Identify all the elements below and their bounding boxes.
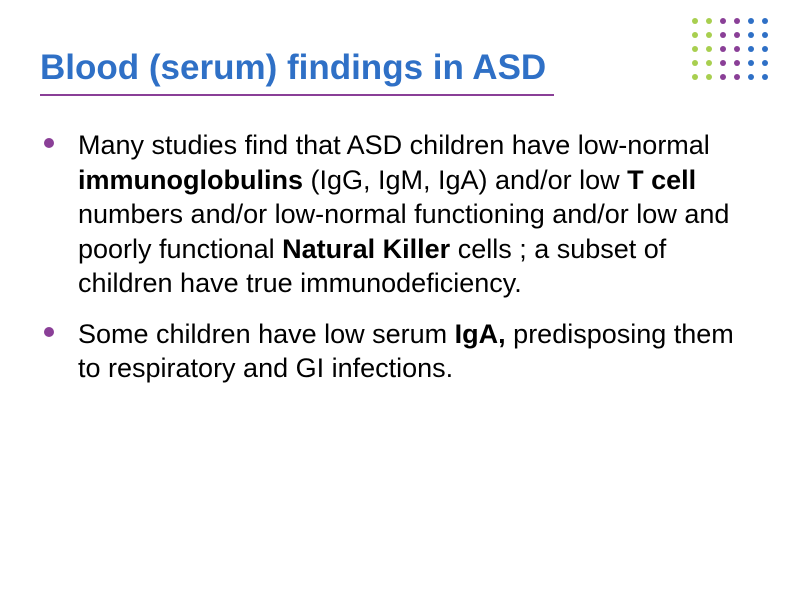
bold-term: immunoglobulins [78, 165, 303, 195]
decor-dot [762, 74, 768, 80]
decor-dot [762, 18, 768, 24]
text-run: Some children have low serum [78, 319, 455, 349]
text-run: (IgG, IgM, IgA) and/or low [303, 165, 627, 195]
decor-dot [706, 46, 712, 52]
decor-dot [748, 18, 754, 24]
decor-dot [748, 32, 754, 38]
decor-dot [734, 74, 740, 80]
bullet-item: Some children have low serum IgA, predis… [40, 317, 760, 386]
decor-dot [748, 74, 754, 80]
decor-dot [762, 60, 768, 66]
decor-dot [720, 18, 726, 24]
decor-dot [706, 18, 712, 24]
decor-dot [692, 46, 698, 52]
bullet-list: Many studies find that ASD children have… [40, 128, 760, 386]
slide-body: Many studies find that ASD children have… [0, 96, 800, 386]
decor-dot [720, 32, 726, 38]
decor-dot [720, 60, 726, 66]
decor-dot [720, 46, 726, 52]
bullet-item: Many studies find that ASD children have… [40, 128, 760, 301]
decor-dot [720, 74, 726, 80]
decor-dot [692, 74, 698, 80]
decor-dot [762, 32, 768, 38]
decor-dot [762, 46, 768, 52]
decor-dot [706, 60, 712, 66]
decor-dot [706, 74, 712, 80]
decor-dot [734, 32, 740, 38]
bold-term: T cell [627, 165, 696, 195]
decor-dot [748, 60, 754, 66]
decor-dot [734, 18, 740, 24]
bold-term: Natural Killer [282, 234, 450, 264]
bullet-text: Some children have low serum IgA, predis… [78, 317, 760, 386]
bold-term: IgA, [455, 319, 506, 349]
decor-dot [734, 46, 740, 52]
corner-dot-grid [692, 18, 772, 84]
decor-dot [692, 60, 698, 66]
bullet-text: Many studies find that ASD children have… [78, 128, 760, 301]
decor-dot [748, 46, 754, 52]
text-run: Many studies find that ASD children have… [78, 130, 710, 160]
decor-dot [692, 32, 698, 38]
decor-dot [692, 18, 698, 24]
slide-title: Blood (serum) findings in ASD [40, 48, 554, 96]
decor-dot [734, 60, 740, 66]
decor-dot [706, 32, 712, 38]
